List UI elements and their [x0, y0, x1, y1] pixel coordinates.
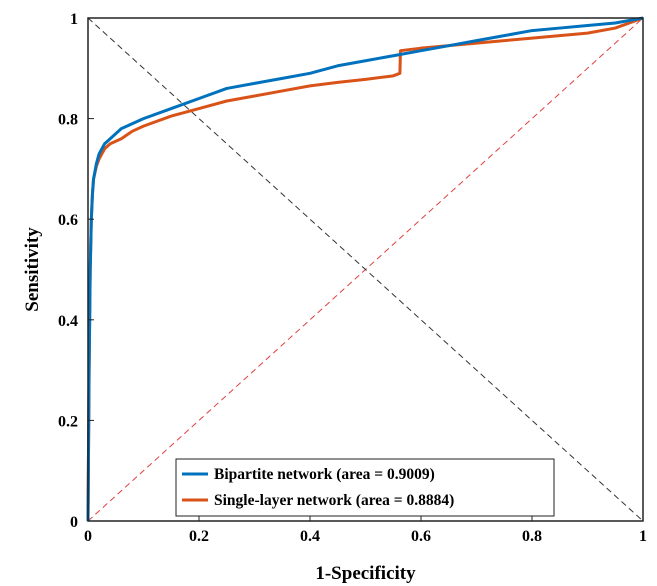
y-tick-label: 0.6 — [58, 212, 78, 229]
x-axis-ticks: 0 0.2 0.4 0.6 0.8 1 — [84, 515, 647, 545]
legend-box — [175, 458, 555, 517]
x-axis-label: 1-Specificity — [315, 563, 416, 584]
y-axis-ticks: 0 0.2 0.4 0.6 0.8 1 — [58, 11, 94, 531]
x-tick-label: 0.4 — [300, 528, 320, 545]
y-tick-label: 0.2 — [58, 413, 78, 430]
y-tick-label: 0.4 — [58, 313, 78, 330]
y-tick-label: 0.8 — [58, 112, 78, 129]
legend-entry-single-layer: Single-layer network (area = 0.8884) — [214, 492, 454, 509]
y-tick-label: 0 — [70, 514, 78, 531]
y-axis-label: Sensitivity — [22, 227, 43, 312]
x-tick-label: 0.6 — [411, 528, 431, 545]
anti-diagonal-line — [87, 17, 644, 522]
legend: Bipartite network (area = 0.9009) Single… — [175, 458, 555, 517]
y-tick-label: 1 — [70, 11, 78, 28]
series-lines — [86, 16, 644, 522]
reference-lines — [87, 17, 644, 522]
x-tick-label: 0 — [84, 528, 92, 545]
plot-area-frame — [87, 17, 644, 522]
x-tick-label: 0.2 — [189, 528, 209, 545]
legend-entry-bipartite: Bipartite network (area = 0.9009) — [214, 466, 435, 483]
series-line-bipartite — [86, 16, 644, 522]
x-tick-label: 0.8 — [522, 528, 542, 545]
x-tick-label: 1 — [639, 528, 647, 545]
